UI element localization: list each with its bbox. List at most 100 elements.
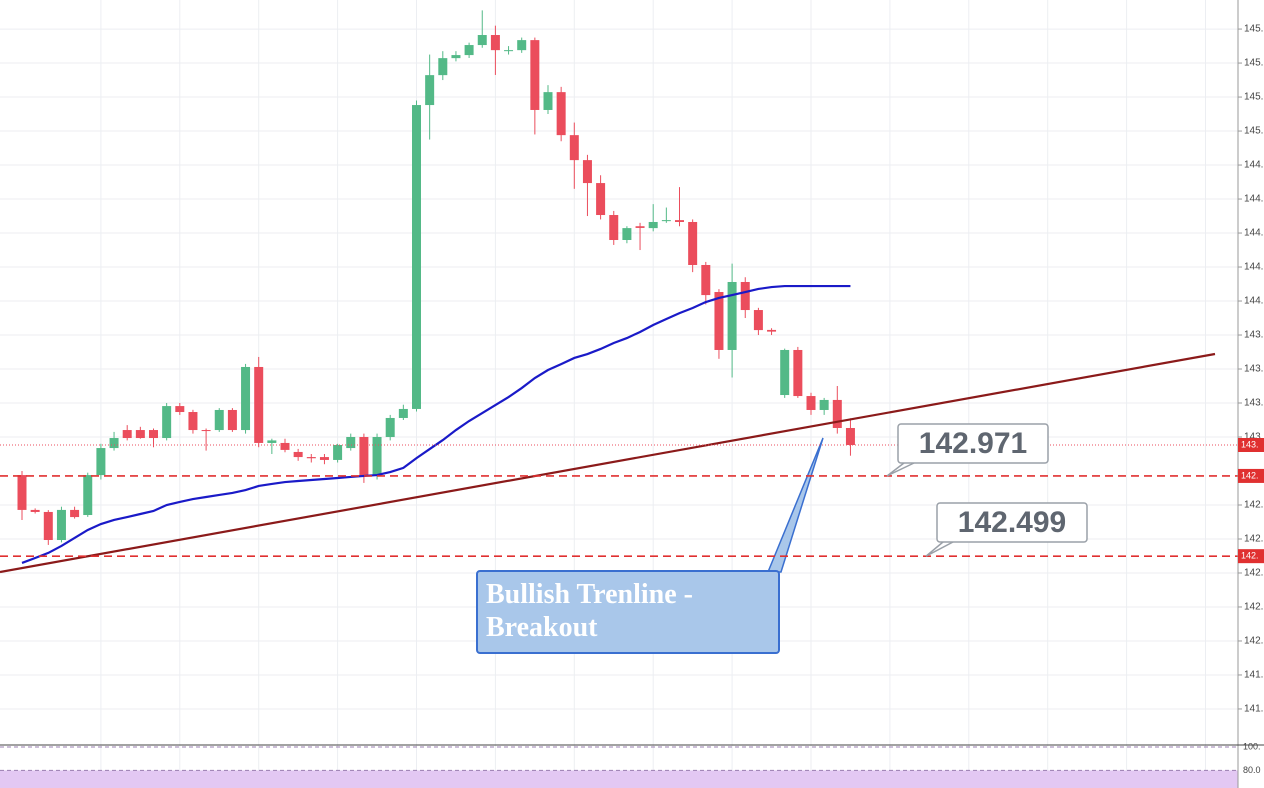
candle-body — [241, 366, 251, 431]
y-tick-label: 143. — [1244, 364, 1263, 375]
y-tick-label: 142. — [1244, 602, 1263, 613]
candle-body — [17, 475, 27, 510]
y-tick-label: 141. — [1244, 704, 1263, 715]
candle-body — [661, 220, 671, 222]
candle-body — [714, 292, 724, 350]
candle-body — [201, 430, 211, 432]
candle-body — [490, 35, 500, 51]
y-tick-label: 142. — [1244, 568, 1263, 579]
overlays: 142.971 142.499 — [0, 423, 1238, 788]
candle-body — [543, 92, 553, 110]
trendline — [0, 352, 1216, 574]
price-tag — [1238, 468, 1264, 483]
callout-pointer — [886, 462, 915, 477]
candle-body — [122, 430, 132, 439]
candle-body — [793, 349, 803, 397]
candle-body — [648, 221, 658, 229]
candle-body — [333, 444, 343, 460]
y-tick-label: 145. — [1244, 92, 1263, 103]
candle-body — [96, 448, 106, 476]
candle-body — [464, 45, 474, 56]
y-tick-label: 144. — [1244, 262, 1263, 273]
candle-body — [254, 366, 264, 443]
candle-body — [293, 451, 303, 458]
price-axis: 145. 145. 145. 145. 144. 144. 144. 144. 144. 143.… — [1238, 24, 1264, 775]
candle-body — [175, 406, 185, 413]
candle-body — [188, 412, 198, 431]
marks — [17, 10, 855, 564]
candle-body — [504, 50, 514, 52]
candle-body — [227, 409, 237, 431]
candle-body — [346, 437, 356, 449]
candle-body — [767, 329, 777, 332]
candle-body — [596, 183, 606, 216]
y-tick-label: 143. — [1244, 398, 1263, 409]
y-tick-label: 145. — [1244, 126, 1263, 137]
candle-body — [622, 228, 632, 241]
price-tag — [1238, 437, 1264, 452]
y-tick-label: 145. — [1244, 58, 1263, 69]
candle-body — [517, 40, 527, 51]
candle-body — [372, 437, 382, 476]
candle-body — [740, 281, 750, 311]
y-tick-label: 142. — [1244, 534, 1263, 545]
candle-body — [214, 409, 224, 431]
callout-pointer — [925, 541, 954, 557]
candle-body — [530, 40, 540, 110]
candle-body — [477, 35, 487, 46]
y-tick-label: 141. — [1244, 670, 1263, 681]
candle-body — [30, 509, 40, 512]
level-label: 142.499 — [958, 506, 1066, 539]
candle-body — [556, 92, 566, 136]
candle-body — [753, 310, 763, 331]
candle-body — [845, 427, 855, 445]
candle-body — [398, 408, 408, 418]
candle-body — [701, 264, 711, 296]
candle-body — [267, 440, 277, 443]
price-tag-label: 142. — [1241, 470, 1259, 480]
y-tick-label: 144. — [1244, 228, 1263, 239]
candle-body — [819, 399, 829, 410]
oscillator-tick-label: 100. — [1243, 741, 1261, 751]
candle-body — [675, 220, 684, 222]
y-tick-label: 143. — [1244, 330, 1263, 341]
oscillator-tick-label: 80.0 — [1243, 765, 1261, 775]
candle-body — [109, 438, 119, 449]
y-tick-label: 144. — [1244, 194, 1263, 205]
candle-body — [280, 442, 290, 450]
candle-body — [438, 58, 448, 76]
y-tick-label: 143. — [1244, 432, 1263, 443]
level-label: 142.971 — [919, 427, 1027, 460]
y-tick-label: 142. — [1244, 500, 1263, 511]
candle-body — [451, 55, 461, 59]
y-tick-label: 145. — [1244, 24, 1263, 35]
candle-body — [70, 509, 80, 518]
y-tick-label: 144. — [1244, 296, 1263, 307]
candle-body — [149, 430, 158, 439]
candle-body — [135, 430, 145, 439]
y-tick-label: 142. — [1244, 636, 1263, 647]
candle-body — [609, 215, 619, 241]
candle-body — [385, 417, 395, 438]
candle-body — [582, 160, 592, 184]
candle-body — [359, 437, 369, 476]
candle-body — [319, 457, 329, 460]
candle-body — [162, 406, 172, 439]
candle-body — [425, 75, 435, 106]
callout-box — [936, 502, 1088, 543]
y-tick-label: 144. — [1244, 160, 1263, 171]
price-tag-label: 142. — [1241, 551, 1259, 561]
candle-body — [43, 511, 53, 541]
candle-body — [83, 475, 93, 516]
candle-body — [832, 399, 842, 428]
candle-body — [569, 135, 579, 161]
candle-body — [306, 457, 316, 459]
price-tag — [1238, 549, 1264, 564]
candle-body — [780, 349, 790, 396]
price-tag-label: 143. — [1241, 439, 1259, 449]
candle-body — [688, 221, 698, 265]
candle-body — [412, 105, 421, 409]
oscillator-band — [0, 770, 1238, 788]
